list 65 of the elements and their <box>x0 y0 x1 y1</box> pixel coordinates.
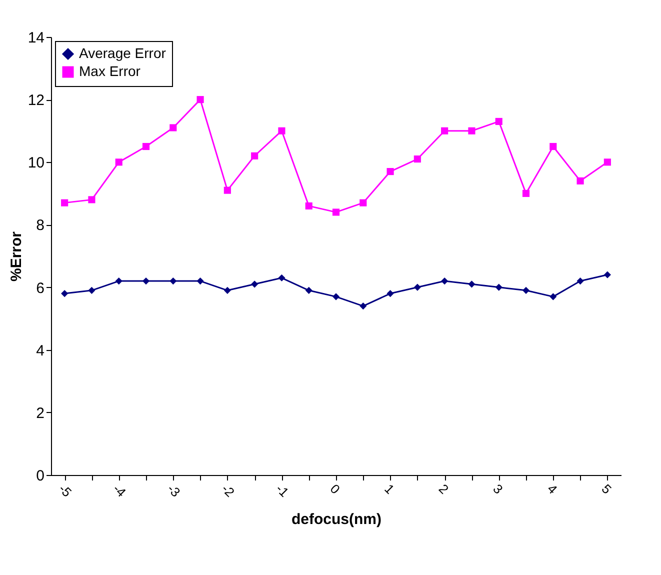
point <box>196 96 204 104</box>
x-tick-label: 1 <box>382 481 398 497</box>
x-tick-label: 2 <box>436 481 452 497</box>
y-tick-label: 0 <box>36 468 44 484</box>
x-tick-label: -3 <box>164 481 184 500</box>
point <box>142 142 150 150</box>
x-tick-label: -4 <box>110 481 129 500</box>
point <box>251 152 258 160</box>
y-tick-label: 2 <box>36 404 44 422</box>
point <box>550 142 557 150</box>
point <box>61 199 68 206</box>
point <box>576 177 584 184</box>
point <box>332 293 340 300</box>
point <box>115 158 122 166</box>
y-tick-label: 4 <box>36 342 44 360</box>
legend-label: Average Error <box>79 45 166 61</box>
point <box>115 277 122 285</box>
point <box>278 127 286 134</box>
point <box>522 190 530 197</box>
point <box>576 277 584 285</box>
point <box>495 284 502 291</box>
point <box>224 186 231 194</box>
y-tick-label: 8 <box>36 217 44 234</box>
point <box>305 286 312 294</box>
point <box>441 277 448 285</box>
x-axis-title: defocus(nm) <box>292 510 382 528</box>
point <box>414 284 421 291</box>
y-tick-label: 14 <box>28 30 44 46</box>
point <box>170 124 177 132</box>
point <box>522 286 530 294</box>
point <box>88 196 96 204</box>
point <box>61 290 68 298</box>
x-tick-label: 0 <box>327 481 344 497</box>
legend-label: Max Error <box>79 63 141 79</box>
point <box>278 274 286 282</box>
point <box>170 277 177 285</box>
point <box>360 199 367 206</box>
y-tick-label: 10 <box>28 154 44 172</box>
x-tick-label: -1 <box>273 481 292 500</box>
point <box>224 286 231 294</box>
point <box>604 158 611 166</box>
point <box>142 277 150 285</box>
x-tick-label: 5 <box>598 481 614 497</box>
point <box>88 286 96 294</box>
x-tick-label: 4 <box>544 481 560 497</box>
y-tick-label: 12 <box>28 92 44 110</box>
point <box>305 202 312 210</box>
point <box>468 127 476 134</box>
x-tick-label: -2 <box>218 481 238 500</box>
point <box>386 290 394 298</box>
point <box>332 208 340 216</box>
point <box>550 293 557 300</box>
point <box>495 118 502 126</box>
point <box>360 302 367 310</box>
point <box>196 277 204 285</box>
point <box>386 168 394 176</box>
point <box>414 155 421 163</box>
point <box>468 280 476 288</box>
x-tick-label: -5 <box>56 481 75 500</box>
y-axis-title: %Error <box>8 231 25 282</box>
x-tick-label: 3 <box>490 481 506 497</box>
point <box>441 127 448 134</box>
point <box>604 271 611 278</box>
point <box>251 280 258 288</box>
y-tick-label: 6 <box>36 280 44 297</box>
